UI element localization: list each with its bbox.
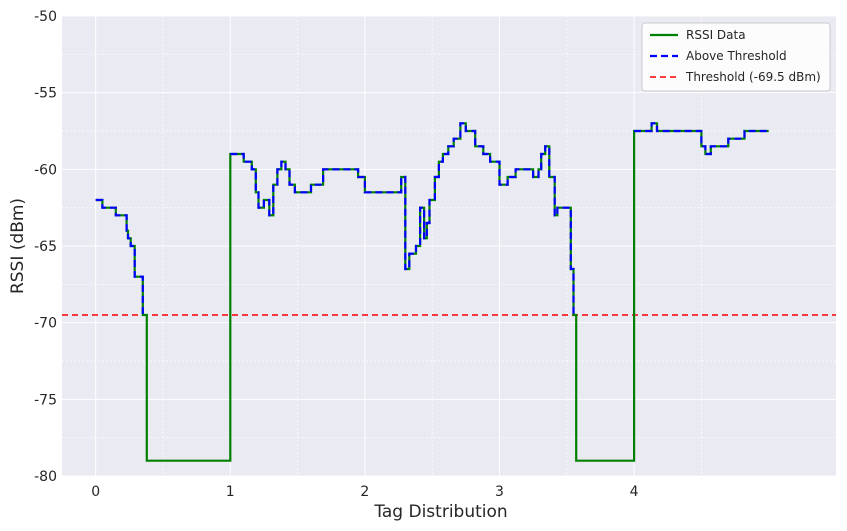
- x-axis-title: Tag Distribution: [373, 502, 507, 522]
- x-tick-label: 0: [91, 484, 100, 500]
- legend: RSSI Data Above Threshold Threshold (-69.5…: [641, 22, 831, 92]
- grid-lines: [62, 15, 836, 477]
- x-tick-label: 3: [495, 484, 504, 500]
- x-tick-label: 4: [630, 484, 639, 500]
- y-tick-label: -50: [34, 9, 57, 25]
- x-tick-label: 2: [360, 484, 369, 500]
- above-threshold-line: [634, 122, 769, 156]
- legend-label: Above Threshold: [686, 49, 787, 63]
- x-tick-labels: 0 1 2 3 4: [91, 484, 638, 500]
- y-tick-label: -80: [34, 469, 57, 485]
- above-threshold-line: [95, 198, 146, 317]
- y-tick-label: -65: [34, 239, 57, 255]
- y-tick-labels: -80 -75 -70 -65 -60 -55 -50: [34, 9, 57, 485]
- legend-box: [641, 22, 831, 92]
- y-tick-label: -70: [34, 316, 57, 332]
- x-tick-label: 1: [226, 484, 235, 500]
- series-lines: [95, 122, 769, 462]
- y-tick-label: -60: [34, 162, 57, 178]
- legend-label: Threshold (-69.5 dBm): [685, 70, 821, 84]
- y-tick-label: -55: [34, 86, 57, 102]
- legend-label: RSSI Data: [686, 28, 746, 42]
- y-tick-label: -75: [34, 392, 57, 408]
- y-axis-title: RSSI (dBm): [8, 198, 28, 294]
- above-threshold-line: [230, 122, 575, 315]
